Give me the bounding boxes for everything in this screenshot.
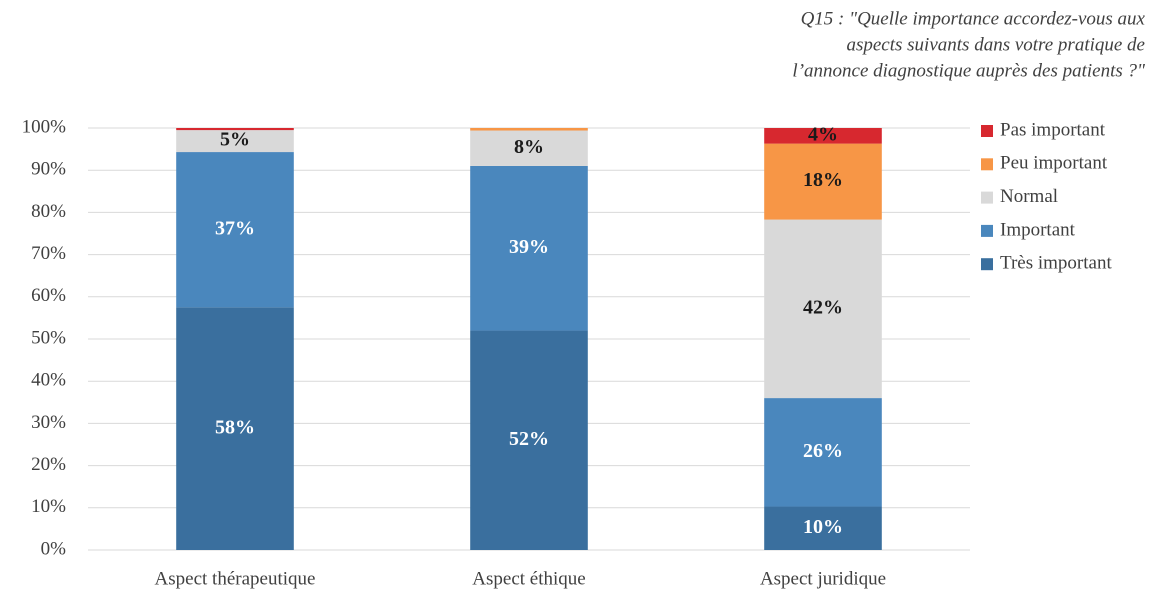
bar-segment xyxy=(764,398,882,507)
data-label: 39% xyxy=(509,236,549,258)
legend-swatch xyxy=(981,191,993,204)
bar-segment xyxy=(176,130,294,153)
bar-segment xyxy=(176,152,294,308)
data-label: 18% xyxy=(803,169,843,191)
legend-swatch xyxy=(981,158,993,171)
bar-segment xyxy=(764,506,882,550)
y-tick-label: 70% xyxy=(31,243,66,264)
y-tick-label: 100% xyxy=(22,116,67,137)
y-tick-label: 60% xyxy=(31,285,66,306)
y-tick-label: 10% xyxy=(31,496,66,517)
y-tick-label: 80% xyxy=(31,201,66,222)
data-label: 58% xyxy=(215,416,255,438)
bar-segment xyxy=(764,128,882,144)
y-tick-label: 30% xyxy=(31,412,66,433)
x-tick-label: Aspect éthique xyxy=(472,568,585,589)
y-tick-label: 40% xyxy=(31,370,66,391)
data-label: 42% xyxy=(803,296,843,318)
data-label: 37% xyxy=(215,217,255,239)
chart-title: l’annonce diagnostique auprès des patien… xyxy=(792,60,1146,81)
legend-label: Peu important xyxy=(1000,153,1108,174)
bar-segment xyxy=(470,330,588,550)
data-label: 4% xyxy=(808,123,838,145)
legend-swatch xyxy=(981,125,993,137)
bar-segment xyxy=(470,130,588,166)
bar-segment xyxy=(764,143,882,220)
y-tick-label: 20% xyxy=(31,454,66,475)
chart-title: aspects suivants dans votre pratique de xyxy=(846,34,1145,55)
y-tick-label: 0% xyxy=(41,538,67,559)
y-tick-label: 50% xyxy=(31,327,66,348)
legend-label: Pas important xyxy=(1000,119,1106,140)
legend-label: Normal xyxy=(1000,186,1058,207)
data-label: 10% xyxy=(803,516,843,538)
data-label: 8% xyxy=(514,136,544,158)
bar-segment xyxy=(176,307,294,550)
bar-segment xyxy=(470,128,588,131)
data-label: 5% xyxy=(220,129,250,151)
legend-swatch xyxy=(981,224,993,237)
legend-label: Important xyxy=(1000,219,1076,240)
data-label: 26% xyxy=(803,440,843,462)
y-tick-label: 90% xyxy=(31,159,66,180)
bar-segment xyxy=(176,128,294,131)
bar-segment xyxy=(764,219,882,399)
chart-title: Q15 : "Quelle importance accordez-vous a… xyxy=(801,8,1146,29)
legend-swatch xyxy=(981,258,993,271)
x-tick-label: Aspect juridique xyxy=(760,568,886,589)
data-label: 52% xyxy=(509,428,549,450)
legend-label: Très important xyxy=(1000,253,1112,274)
bar-segment xyxy=(470,165,588,331)
x-tick-label: Aspect thérapeutique xyxy=(155,568,316,589)
